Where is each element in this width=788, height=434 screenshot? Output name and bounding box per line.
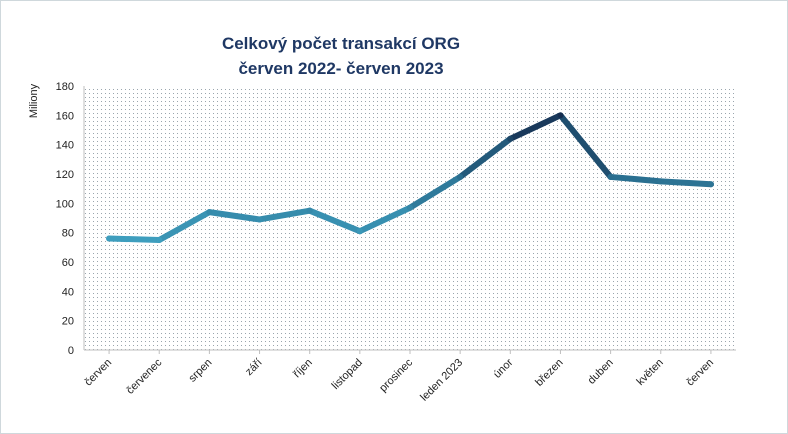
chart-title-line-2: červen 2022- červen 2023 bbox=[238, 59, 444, 78]
y-axis-label: Miliony bbox=[28, 83, 40, 118]
data-point bbox=[407, 204, 413, 211]
y-tick-label: 0 bbox=[68, 345, 74, 357]
x-tick-label: srpen bbox=[187, 357, 215, 385]
y-tick-label: 60 bbox=[62, 257, 74, 269]
data-point bbox=[607, 173, 614, 180]
series-segment bbox=[607, 173, 664, 185]
plot-area bbox=[84, 86, 736, 350]
series-segment bbox=[457, 135, 514, 180]
y-tick-labels: 0 20 40 60 80 100 120 140 160 180 bbox=[56, 81, 74, 357]
x-tick-label: listopad bbox=[330, 357, 365, 392]
y-tick-label: 20 bbox=[62, 316, 74, 328]
series-segment bbox=[557, 112, 614, 180]
x-tick-label: červen bbox=[684, 357, 716, 389]
series-segment bbox=[306, 207, 363, 235]
y-tick-label: 140 bbox=[56, 140, 74, 152]
data-point bbox=[657, 178, 664, 185]
series-segment bbox=[156, 209, 213, 243]
data-point bbox=[106, 235, 113, 242]
y-tick-label: 100 bbox=[56, 198, 74, 210]
y-tick-label: 180 bbox=[56, 81, 74, 93]
y-tick-label: 40 bbox=[62, 286, 74, 298]
data-point bbox=[206, 209, 213, 216]
x-tick-label: květen bbox=[634, 357, 665, 388]
data-point bbox=[457, 173, 464, 180]
x-tick-label: leden 2023 bbox=[418, 357, 465, 404]
series-segment bbox=[407, 173, 464, 211]
y-tick-label: 160 bbox=[56, 110, 74, 122]
data-point bbox=[707, 181, 714, 188]
x-tick-label: duben bbox=[586, 357, 616, 387]
series-segment bbox=[256, 207, 313, 223]
x-tick-label: únor bbox=[491, 356, 515, 380]
data-point bbox=[507, 135, 514, 142]
series-segment bbox=[106, 235, 163, 243]
series-segment bbox=[657, 178, 714, 188]
data-point bbox=[156, 237, 163, 243]
data-point bbox=[306, 207, 313, 214]
series-segment bbox=[206, 209, 263, 223]
series-segment bbox=[507, 112, 564, 142]
y-tick-label: 120 bbox=[56, 169, 74, 181]
x-tick-label: prosinec bbox=[377, 356, 415, 394]
data-point bbox=[557, 112, 564, 119]
x-tick-label: říjen bbox=[291, 357, 315, 381]
data-point bbox=[256, 216, 263, 223]
x-tick-label: červenec bbox=[124, 356, 164, 396]
x-tick-labels: červen červenec srpen září říjen listopad pros… bbox=[82, 350, 716, 404]
series-line bbox=[106, 112, 714, 243]
series-segment bbox=[356, 204, 413, 235]
x-tick-label: červen bbox=[82, 357, 114, 389]
chart-title-line-1: Celkový počet transakcí ORG bbox=[221, 34, 461, 53]
data-point bbox=[356, 228, 363, 235]
y-tick-label: 80 bbox=[62, 228, 74, 240]
chart-title: Celkový počet transakcí ORG červen 2022-… bbox=[181, 31, 501, 81]
x-tick-label: září bbox=[243, 357, 264, 378]
x-tick-label: březen bbox=[533, 357, 565, 389]
